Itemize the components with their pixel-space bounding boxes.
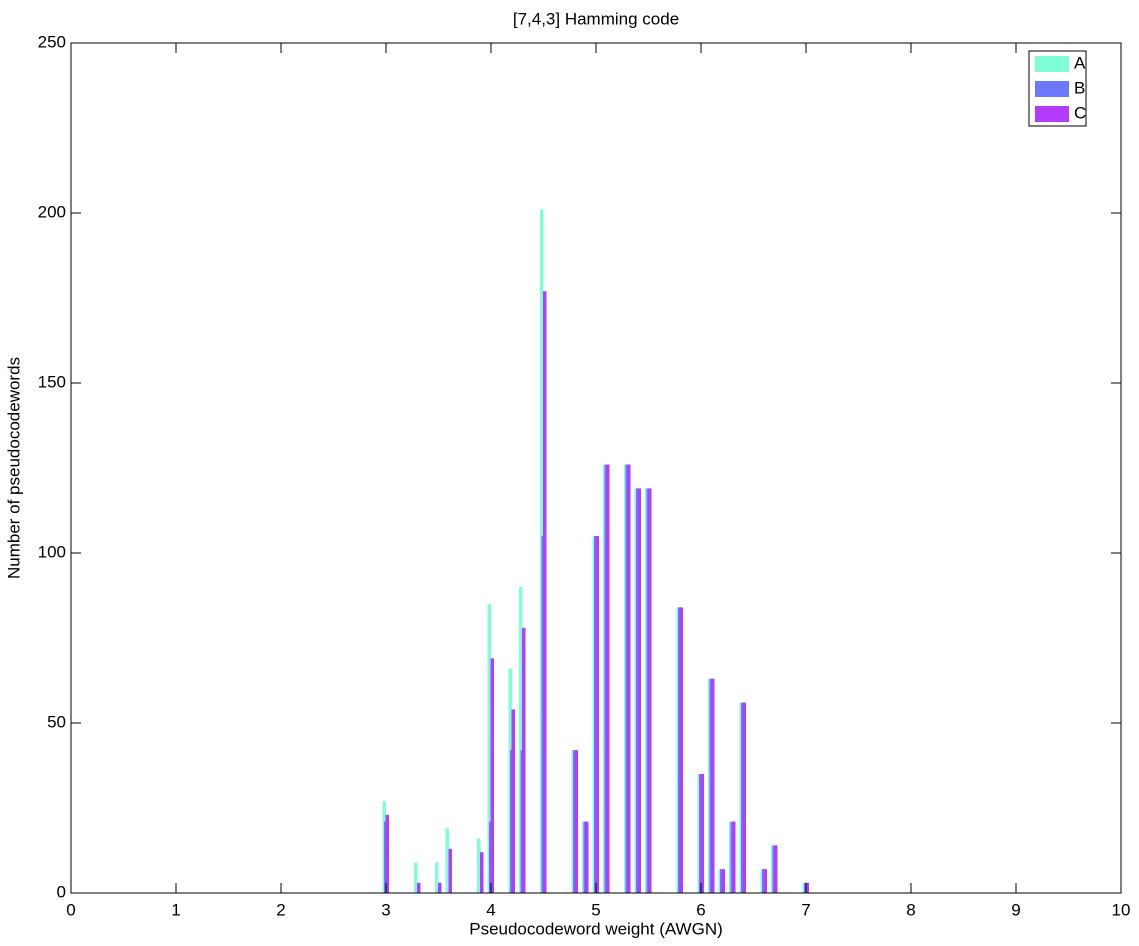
x-tick-label: 10: [1112, 900, 1131, 919]
bar: [648, 488, 652, 893]
bar: [435, 862, 439, 893]
x-tick-label: 2: [276, 900, 285, 919]
bar: [519, 587, 523, 893]
legend-label: C: [1074, 103, 1086, 122]
y-tick-label: 150: [38, 372, 66, 391]
legend-swatch: [1035, 81, 1069, 97]
x-tick-label: 1: [171, 900, 180, 919]
bar: [445, 828, 449, 893]
bar: [417, 882, 421, 893]
y-tick-label: 0: [57, 882, 66, 901]
x-tick-label: 3: [381, 900, 390, 919]
bar: [480, 852, 484, 893]
bar: [487, 604, 491, 893]
bar: [606, 464, 610, 893]
x-tick-label: 4: [486, 900, 495, 919]
x-tick-label: 8: [906, 900, 915, 919]
y-tick-label: 100: [38, 542, 66, 561]
y-tick-label: 200: [38, 202, 66, 221]
bar: [711, 678, 715, 893]
x-tick-label: 9: [1011, 900, 1020, 919]
bar: [438, 882, 442, 893]
bar: [574, 750, 578, 893]
x-tick-label: 0: [66, 900, 75, 919]
legend-label: B: [1074, 78, 1085, 97]
bar: [477, 838, 481, 893]
bar: [522, 627, 526, 893]
bar: [774, 845, 778, 893]
y-axis-label: Number of pseudocodewords: [4, 357, 23, 579]
bar: [543, 291, 547, 893]
legend-swatch: [1035, 56, 1069, 72]
y-tick-label: 50: [47, 712, 66, 731]
x-tick-label: 7: [801, 900, 810, 919]
x-tick-label: 6: [696, 900, 705, 919]
bar: [414, 862, 418, 893]
bar: [721, 869, 725, 893]
bar: [742, 702, 746, 893]
legend-swatch: [1035, 106, 1069, 122]
bar: [511, 709, 515, 893]
bar: [448, 848, 452, 893]
y-tick-label: 250: [38, 32, 66, 51]
bar: [627, 464, 631, 893]
bar: [679, 607, 683, 893]
legend-label: A: [1074, 53, 1086, 72]
bar: [763, 869, 767, 893]
bar: [805, 882, 809, 893]
chart-title: [7,4,3] Hamming code: [513, 9, 679, 28]
bar: [732, 821, 736, 893]
bar: [490, 658, 494, 893]
bar: [385, 814, 389, 893]
x-axis-label: Pseudocodeword weight (AWGN): [469, 919, 723, 938]
bar: [585, 821, 589, 893]
x-tick-label: 5: [591, 900, 600, 919]
bar: [637, 488, 641, 893]
bar: [595, 536, 599, 893]
bar: [700, 774, 704, 893]
